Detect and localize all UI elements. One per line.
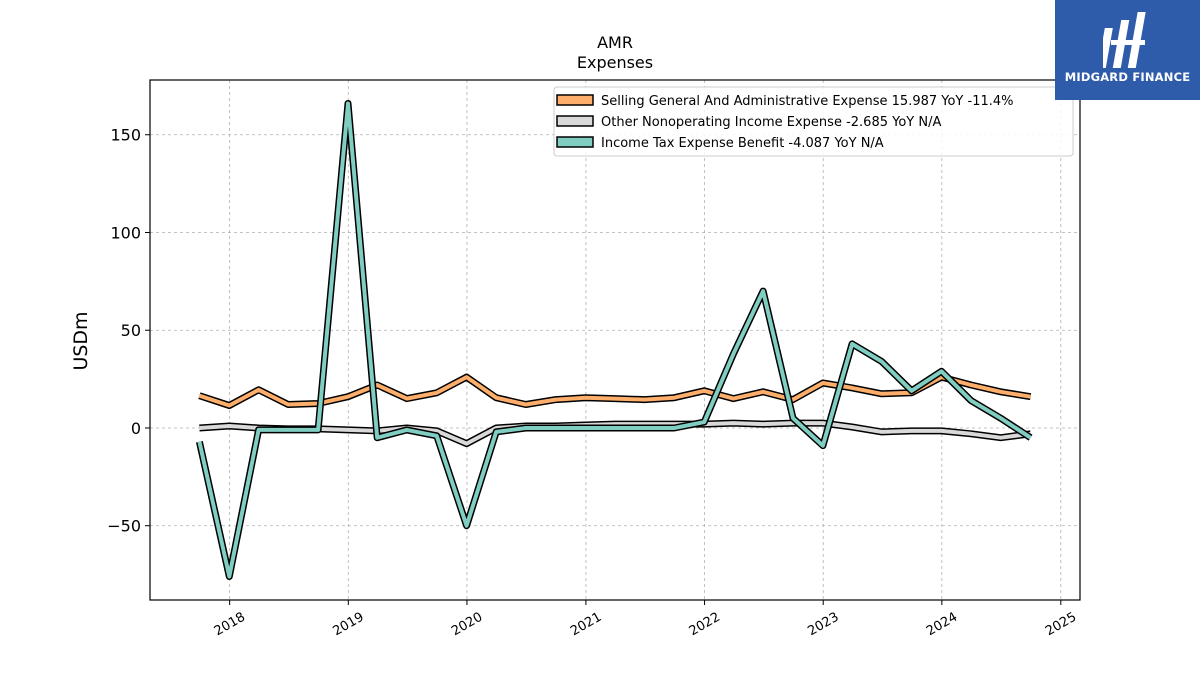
y-tick-label: 150 <box>110 126 141 145</box>
x-tick-label: 2021 <box>568 610 604 640</box>
series-line <box>198 375 1031 408</box>
legend-swatch <box>556 136 594 148</box>
chart-subtitle: Expenses <box>577 53 653 72</box>
legend-label: Selling General And Administrative Expen… <box>601 94 1014 109</box>
y-tick-label: −50 <box>107 517 141 536</box>
legend-label: Income Tax Expense Benefit -4.087 YoY N/… <box>601 136 884 151</box>
brand-mark-icon <box>1103 12 1146 68</box>
y-tick-label: 0 <box>131 419 141 438</box>
x-tick-label: 2025 <box>1043 610 1079 640</box>
y-tick-label: 100 <box>110 223 141 242</box>
series-1 <box>198 373 1032 409</box>
series-line-outline <box>195 100 1033 580</box>
x-tick-label: 2024 <box>924 610 960 640</box>
series-3 <box>195 100 1033 580</box>
grid <box>150 80 1080 600</box>
x-tick-label: 2020 <box>449 610 485 640</box>
legend-swatch <box>556 115 594 127</box>
legend: Selling General And Administrative Expen… <box>553 86 1074 157</box>
x-tick-label: 2019 <box>330 610 366 640</box>
legend-swatch <box>556 94 594 106</box>
series-line <box>199 421 1031 446</box>
plot-frame <box>149 79 1081 601</box>
series-2 <box>199 419 1032 448</box>
brand-logo: MIDGARD FINANCE <box>1055 0 1200 100</box>
y-tick-label: 50 <box>121 321 141 340</box>
legend-label: Other Nonoperating Income Expense -2.685… <box>601 115 941 130</box>
legend-box <box>553 86 1074 157</box>
x-tick-label: 2023 <box>805 610 841 640</box>
x-tick-label: 2022 <box>687 610 723 640</box>
brand-name: MIDGARD FINANCE <box>1064 70 1191 84</box>
y-axis-label: USDm <box>70 311 92 370</box>
series-line <box>197 101 1032 579</box>
x-tick-label: 2018 <box>212 610 248 640</box>
chart-title: AMR <box>597 33 633 52</box>
series-lines <box>195 100 1033 580</box>
